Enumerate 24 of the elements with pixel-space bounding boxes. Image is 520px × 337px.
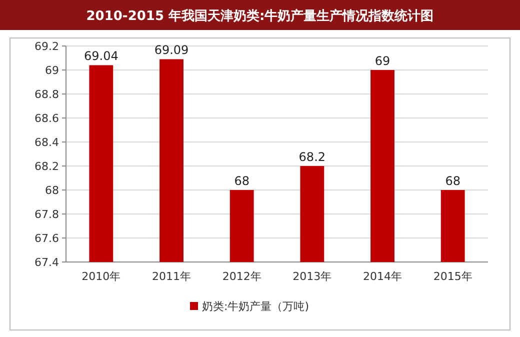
y-tick-label: 67.8 xyxy=(34,208,59,221)
y-tick-label: 68.6 xyxy=(34,112,59,125)
y-tick-label: 68.4 xyxy=(34,136,59,149)
chart-title: 2010-2015 年我国天津奶类:牛奶产量生产情况指数统计图 xyxy=(86,8,434,24)
legend-label: 奶类:牛奶产量（万吨) xyxy=(202,300,309,313)
y-tick-label: 69.2 xyxy=(34,40,59,53)
y-tick-label: 68.8 xyxy=(34,88,59,101)
x-tick-label: 2014年 xyxy=(363,270,402,283)
y-tick-label: 69 xyxy=(45,64,59,77)
x-tick-label: 2013年 xyxy=(292,270,332,283)
y-tick-label: 68.2 xyxy=(34,160,59,173)
x-tick-label: 2015年 xyxy=(433,270,472,283)
y-tick-label: 67.4 xyxy=(34,256,59,269)
data-label: 68 xyxy=(445,174,460,188)
data-label: 69 xyxy=(374,54,390,68)
data-label: 68.2 xyxy=(298,150,326,164)
data-label: 69.09 xyxy=(154,43,189,58)
data-label: 69.04 xyxy=(84,49,118,64)
y-tick-label: 67.6 xyxy=(34,232,59,245)
x-tick-label: 2011年 xyxy=(152,270,191,283)
y-tick-label: 68 xyxy=(45,184,59,197)
data-label: 68 xyxy=(234,174,250,188)
x-tick-label: 2012年 xyxy=(222,270,262,283)
x-tick-label: 2010年 xyxy=(82,270,121,283)
